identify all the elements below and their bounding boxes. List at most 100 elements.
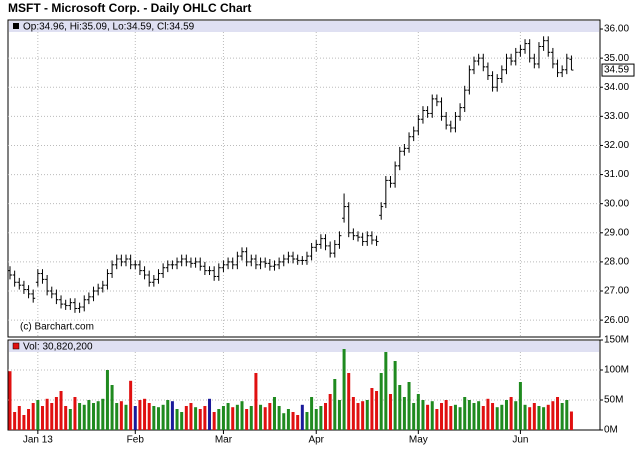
volume-bar [296, 415, 300, 430]
volume-bar [407, 382, 411, 430]
volume-bar [324, 403, 328, 430]
volume-bar [430, 401, 434, 430]
volume-bar [365, 400, 369, 430]
volume-bar [537, 406, 541, 430]
volume-bar [235, 404, 239, 430]
volume-bar [351, 397, 355, 430]
price-panel [7, 19, 601, 338]
volume-bar [8, 371, 12, 430]
volume-bar [87, 400, 91, 430]
volume-bar [481, 406, 485, 430]
volume-bar [189, 403, 193, 430]
volume-bar [542, 407, 546, 430]
volume-bar [50, 403, 54, 430]
volume-bar [467, 400, 471, 430]
y-tick-label: 100M [604, 365, 629, 376]
volume-bar [110, 385, 114, 430]
volume-bar [180, 412, 184, 430]
volume-legend-bar [9, 341, 599, 352]
volume-bar [560, 403, 564, 430]
volume-bar [300, 404, 304, 430]
volume-bar [22, 415, 26, 430]
y-tick-label: 33.00 [604, 111, 629, 122]
volume-bar [170, 401, 174, 430]
volume-bar [286, 409, 290, 430]
volume-bar [361, 401, 365, 430]
volume-legend-swatch [12, 342, 20, 350]
volume-bar [449, 406, 453, 430]
volume-bar [13, 412, 17, 430]
volume-bar [402, 397, 406, 430]
volume-bar [426, 404, 430, 430]
y-tick-label: 32.00 [604, 140, 629, 151]
y-tick-label: 34.00 [604, 82, 629, 93]
volume-bar [291, 412, 295, 430]
volume-bar [78, 403, 82, 430]
volume-bar [305, 412, 309, 430]
volume-bar [518, 382, 522, 430]
x-tick-label: Feb [127, 435, 145, 446]
volume-bar [184, 406, 188, 430]
volume-bar [523, 404, 527, 430]
y-tick-label: 0M [604, 425, 618, 436]
volume-bar [393, 361, 397, 430]
volume-bar [421, 400, 425, 430]
y-tick-label: 26.00 [604, 315, 629, 326]
volume-bar [272, 397, 276, 430]
volume-bar [92, 403, 96, 430]
volume-bar [509, 397, 513, 430]
volume-bar [495, 407, 499, 430]
volume-bar [370, 388, 374, 430]
volume-bar [45, 398, 49, 430]
volume-bar [463, 397, 467, 430]
y-tick-label: 31.00 [604, 169, 629, 180]
volume-bar [384, 352, 388, 430]
volume-bar [412, 403, 416, 430]
volume-bar [212, 412, 216, 430]
volume-bar [514, 401, 518, 430]
volume-bar [347, 373, 351, 430]
volume-bar [194, 407, 198, 430]
volume-bar [54, 397, 58, 430]
volume-bar [138, 400, 142, 430]
volume-bar [203, 406, 207, 430]
volume-bar [328, 394, 332, 430]
volume-bar [532, 403, 536, 430]
volume-bar [31, 403, 35, 430]
volume-bar [444, 400, 448, 430]
volume-bar [546, 404, 550, 430]
volume-bar [282, 413, 286, 430]
chart-title: MSFT - Microsoft Corp. - Daily OHLC Char… [8, 1, 251, 15]
y-tick-label: 30.00 [604, 198, 629, 209]
volume-bar [477, 401, 481, 430]
volume-bar [416, 394, 420, 430]
volume-bar [565, 400, 569, 430]
volume-bar [82, 404, 86, 430]
volume-bar [133, 406, 137, 430]
volume-bar [277, 406, 281, 430]
volume-bar [388, 394, 392, 430]
volume-bar [333, 379, 337, 430]
y-tick-label: 150M [604, 335, 629, 346]
volume-bar [73, 397, 77, 430]
volume-bar [124, 404, 128, 430]
volume-bar [245, 409, 249, 430]
volume-bar [569, 411, 573, 430]
volume-bar [175, 409, 179, 430]
volume-bar [551, 401, 555, 430]
volume-bar [59, 391, 63, 430]
volume-bar [27, 409, 31, 430]
y-tick-label: 28.00 [604, 257, 629, 268]
y-tick-label: 35.00 [604, 53, 629, 64]
volume-bar [115, 403, 119, 430]
volume-bar [231, 407, 235, 430]
volume-bar [208, 398, 212, 430]
volume-bar [472, 403, 476, 430]
volume-bar [259, 404, 263, 430]
volume-bar [156, 407, 160, 430]
plot-layer: Jan 13 Feb Mar Apr May Jun 26.00 27.00 28.00 29.0… [8, 24, 635, 446]
volume-bar [96, 401, 100, 430]
volume-bar [491, 403, 495, 430]
